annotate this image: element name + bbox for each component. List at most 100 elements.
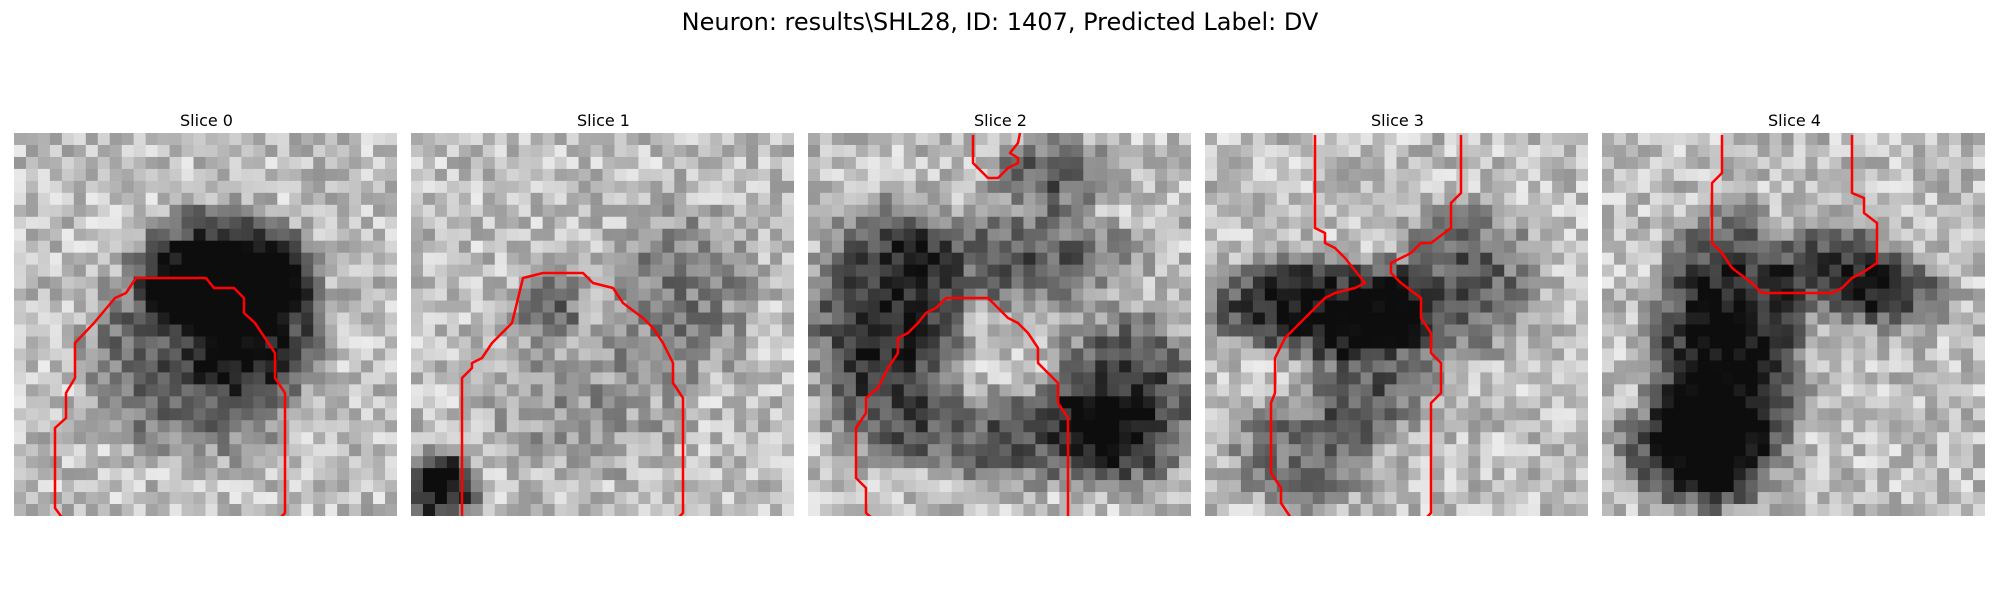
pixel bbox=[1853, 360, 1866, 373]
pixel bbox=[181, 276, 194, 289]
pixel bbox=[494, 324, 508, 337]
pixel bbox=[1228, 156, 1242, 170]
pixel bbox=[1564, 492, 1577, 505]
pixel bbox=[1324, 396, 1338, 409]
pixel bbox=[530, 300, 544, 313]
pixel bbox=[734, 420, 747, 433]
pixel bbox=[1685, 420, 1699, 433]
pixel bbox=[1384, 372, 1397, 385]
pixel bbox=[1444, 504, 1457, 516]
pixel bbox=[109, 276, 123, 289]
pixel bbox=[1901, 252, 1914, 266]
pixel bbox=[157, 396, 170, 409]
pixel bbox=[963, 420, 976, 433]
pixel bbox=[422, 456, 436, 469]
pixel bbox=[25, 216, 39, 230]
pixel bbox=[109, 144, 123, 158]
pixel bbox=[554, 444, 567, 457]
pixel bbox=[903, 444, 917, 457]
pixel bbox=[470, 360, 484, 373]
pixel bbox=[1276, 468, 1290, 481]
pixel bbox=[25, 228, 39, 242]
pixel bbox=[530, 432, 544, 445]
pixel bbox=[97, 288, 111, 301]
pixel bbox=[819, 264, 833, 278]
pixel bbox=[1877, 372, 1890, 385]
pixel bbox=[181, 480, 194, 493]
pixel bbox=[1348, 288, 1361, 301]
pixel bbox=[14, 432, 27, 445]
pixel bbox=[193, 492, 206, 505]
pixel bbox=[385, 408, 397, 421]
pixel bbox=[1444, 396, 1457, 409]
pixel bbox=[1107, 492, 1120, 505]
pixel bbox=[879, 444, 893, 457]
pixel bbox=[939, 480, 953, 493]
pixel bbox=[662, 168, 675, 182]
pixel bbox=[49, 312, 63, 325]
pixel bbox=[1528, 324, 1541, 337]
pixel bbox=[530, 168, 544, 182]
pixel bbox=[770, 432, 783, 445]
pixel bbox=[518, 504, 532, 516]
pixel bbox=[1167, 276, 1180, 289]
pixel bbox=[1143, 204, 1156, 218]
pixel bbox=[1384, 144, 1397, 158]
pixel bbox=[470, 504, 484, 516]
pixel bbox=[1047, 324, 1060, 337]
pixel bbox=[193, 360, 206, 373]
pixel bbox=[1167, 168, 1180, 182]
pixel bbox=[1205, 180, 1218, 194]
pixel bbox=[831, 264, 845, 278]
pixel bbox=[1973, 156, 1985, 170]
pixel bbox=[1913, 312, 1926, 325]
pixel bbox=[157, 504, 170, 516]
pixel bbox=[1528, 228, 1541, 242]
pixel bbox=[1167, 408, 1180, 421]
pixel bbox=[1757, 456, 1770, 469]
pixel bbox=[602, 492, 615, 505]
pixel bbox=[1179, 300, 1191, 313]
pixel bbox=[1817, 348, 1830, 361]
pixel bbox=[530, 456, 544, 469]
pixel bbox=[385, 396, 397, 409]
pixel bbox=[1071, 168, 1084, 182]
pixel bbox=[782, 300, 794, 313]
pixel bbox=[987, 133, 1000, 146]
pixel bbox=[1047, 144, 1060, 158]
pixel bbox=[109, 384, 123, 397]
pixel bbox=[1384, 408, 1397, 421]
pixel bbox=[1492, 432, 1505, 445]
pixel bbox=[626, 240, 639, 254]
pixel bbox=[14, 420, 27, 433]
pixel bbox=[1119, 192, 1132, 206]
pixel bbox=[446, 492, 460, 505]
pixel bbox=[217, 468, 230, 481]
pixel bbox=[927, 444, 941, 457]
pixel bbox=[819, 360, 833, 373]
pixel bbox=[1649, 144, 1663, 158]
pixel bbox=[879, 156, 893, 170]
pixel bbox=[169, 276, 182, 289]
pixel bbox=[446, 168, 460, 182]
pixel bbox=[698, 300, 711, 313]
pixel bbox=[181, 324, 194, 337]
pixel bbox=[1637, 408, 1651, 421]
pixel bbox=[1059, 396, 1072, 409]
pixel bbox=[1131, 468, 1144, 481]
pixel bbox=[542, 480, 556, 493]
pixel bbox=[1757, 312, 1770, 325]
pixel bbox=[808, 144, 821, 158]
pixel bbox=[1276, 384, 1290, 397]
pixel bbox=[157, 264, 170, 278]
pixel bbox=[566, 204, 579, 218]
pixel bbox=[1288, 444, 1302, 457]
pixel bbox=[927, 144, 941, 158]
pixel bbox=[73, 408, 87, 421]
pixel bbox=[1348, 300, 1361, 313]
pixel bbox=[1516, 336, 1529, 349]
pixel bbox=[361, 264, 374, 278]
pixel bbox=[1504, 336, 1517, 349]
pixel bbox=[975, 360, 988, 373]
pixel bbox=[1324, 384, 1338, 397]
